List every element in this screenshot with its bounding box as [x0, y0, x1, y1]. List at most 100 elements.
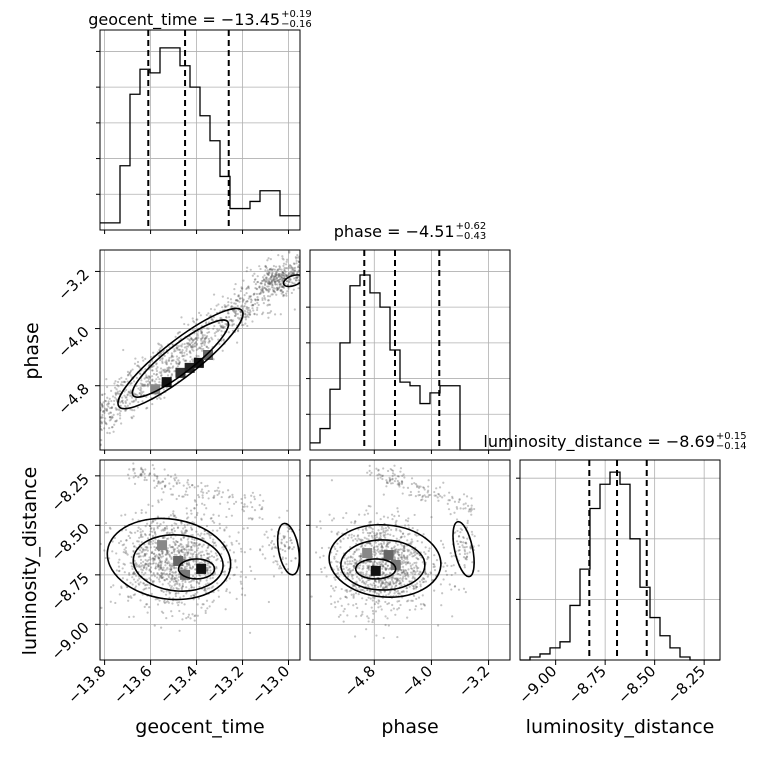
sample-point — [114, 380, 117, 383]
sample-point — [434, 494, 438, 497]
sample-point — [160, 589, 163, 592]
sample-point — [462, 587, 466, 590]
sample-point — [406, 548, 409, 551]
sample-point — [391, 580, 395, 583]
sample-point — [297, 260, 300, 263]
sample-point — [145, 407, 148, 410]
sample-point — [180, 548, 184, 551]
sample-point — [168, 568, 171, 571]
sample-point — [163, 601, 166, 605]
sample-point — [246, 308, 250, 312]
xlabel-phase: phase — [381, 716, 439, 738]
sample-point — [146, 383, 149, 387]
sample-point — [195, 530, 198, 533]
sample-point — [121, 396, 124, 399]
sample-point — [272, 274, 275, 278]
sample-point — [231, 324, 234, 327]
sample-point — [127, 390, 130, 393]
sample-point — [350, 533, 353, 536]
sample-point — [287, 287, 290, 290]
sample-point — [411, 540, 414, 543]
sample-point — [363, 536, 366, 539]
sample-point — [242, 279, 245, 282]
sample-point — [228, 315, 231, 319]
sample-point — [399, 556, 402, 559]
sample-point — [155, 369, 159, 373]
sample-point — [236, 341, 239, 344]
sample-point — [402, 544, 406, 548]
sample-point — [165, 572, 169, 575]
sample-point — [213, 332, 216, 335]
sample-point — [241, 587, 244, 590]
sample-point — [242, 323, 245, 327]
sample-point — [344, 595, 347, 599]
sample-point — [160, 529, 163, 532]
sample-point — [158, 580, 161, 583]
sample-point — [142, 566, 146, 569]
sample-point — [277, 253, 280, 257]
sample-point — [465, 558, 468, 561]
sample-point — [125, 388, 128, 391]
sample-point — [110, 399, 113, 403]
sample-point — [166, 600, 169, 603]
sample-point — [271, 539, 274, 543]
sample-point — [380, 608, 383, 611]
sample-point — [284, 545, 287, 548]
sample-point — [372, 590, 375, 593]
hist-panel-phase — [306, 249, 511, 451]
sample-point — [356, 535, 359, 538]
sample-point — [364, 526, 368, 530]
sample-point — [200, 347, 203, 350]
density-cell — [180, 569, 191, 580]
sample-point — [286, 274, 289, 277]
sample-point — [453, 585, 456, 588]
sample-point — [348, 590, 351, 593]
sample-point — [295, 262, 298, 265]
sample-point — [369, 589, 373, 592]
sample-point — [115, 569, 118, 572]
sample-point — [127, 373, 130, 376]
sample-point — [351, 577, 354, 580]
sample-point — [132, 549, 135, 553]
sample-point — [278, 283, 282, 286]
sample-point — [111, 550, 114, 553]
sample-point — [123, 394, 126, 397]
sample-point — [233, 302, 236, 305]
sample-point — [262, 499, 265, 502]
sample-point — [369, 560, 372, 563]
sample-point — [133, 572, 137, 575]
sample-point — [402, 575, 405, 578]
sample-point — [175, 482, 178, 485]
sample-point — [352, 534, 356, 537]
sample-point — [271, 284, 274, 287]
sample-point — [295, 279, 298, 282]
sample-point — [177, 592, 180, 595]
sample-point — [171, 359, 174, 362]
sample-point — [285, 275, 289, 278]
sample-point — [368, 559, 371, 562]
sample-point — [207, 327, 210, 330]
sample-point — [426, 495, 430, 499]
sample-point — [439, 583, 442, 586]
sample-point — [296, 275, 300, 278]
sample-point — [274, 273, 277, 276]
sample-point — [159, 564, 162, 567]
sample-point — [168, 555, 172, 558]
sample-point — [380, 550, 383, 553]
sample-point — [403, 544, 406, 548]
sample-point — [394, 581, 397, 585]
sample-point — [160, 344, 163, 347]
sample-point — [276, 279, 279, 282]
sample-point — [241, 307, 245, 310]
sample-point — [159, 567, 162, 570]
sample-point — [200, 532, 203, 535]
sample-point — [415, 585, 419, 589]
title-luminosity-distance-text: luminosity_distance — [483, 432, 643, 451]
sample-point — [225, 589, 228, 593]
sample-point — [287, 280, 290, 283]
sample-point — [135, 565, 138, 568]
sample-point — [421, 581, 425, 584]
sample-point — [251, 505, 254, 509]
sample-point — [124, 401, 127, 404]
sample-point — [126, 393, 129, 396]
